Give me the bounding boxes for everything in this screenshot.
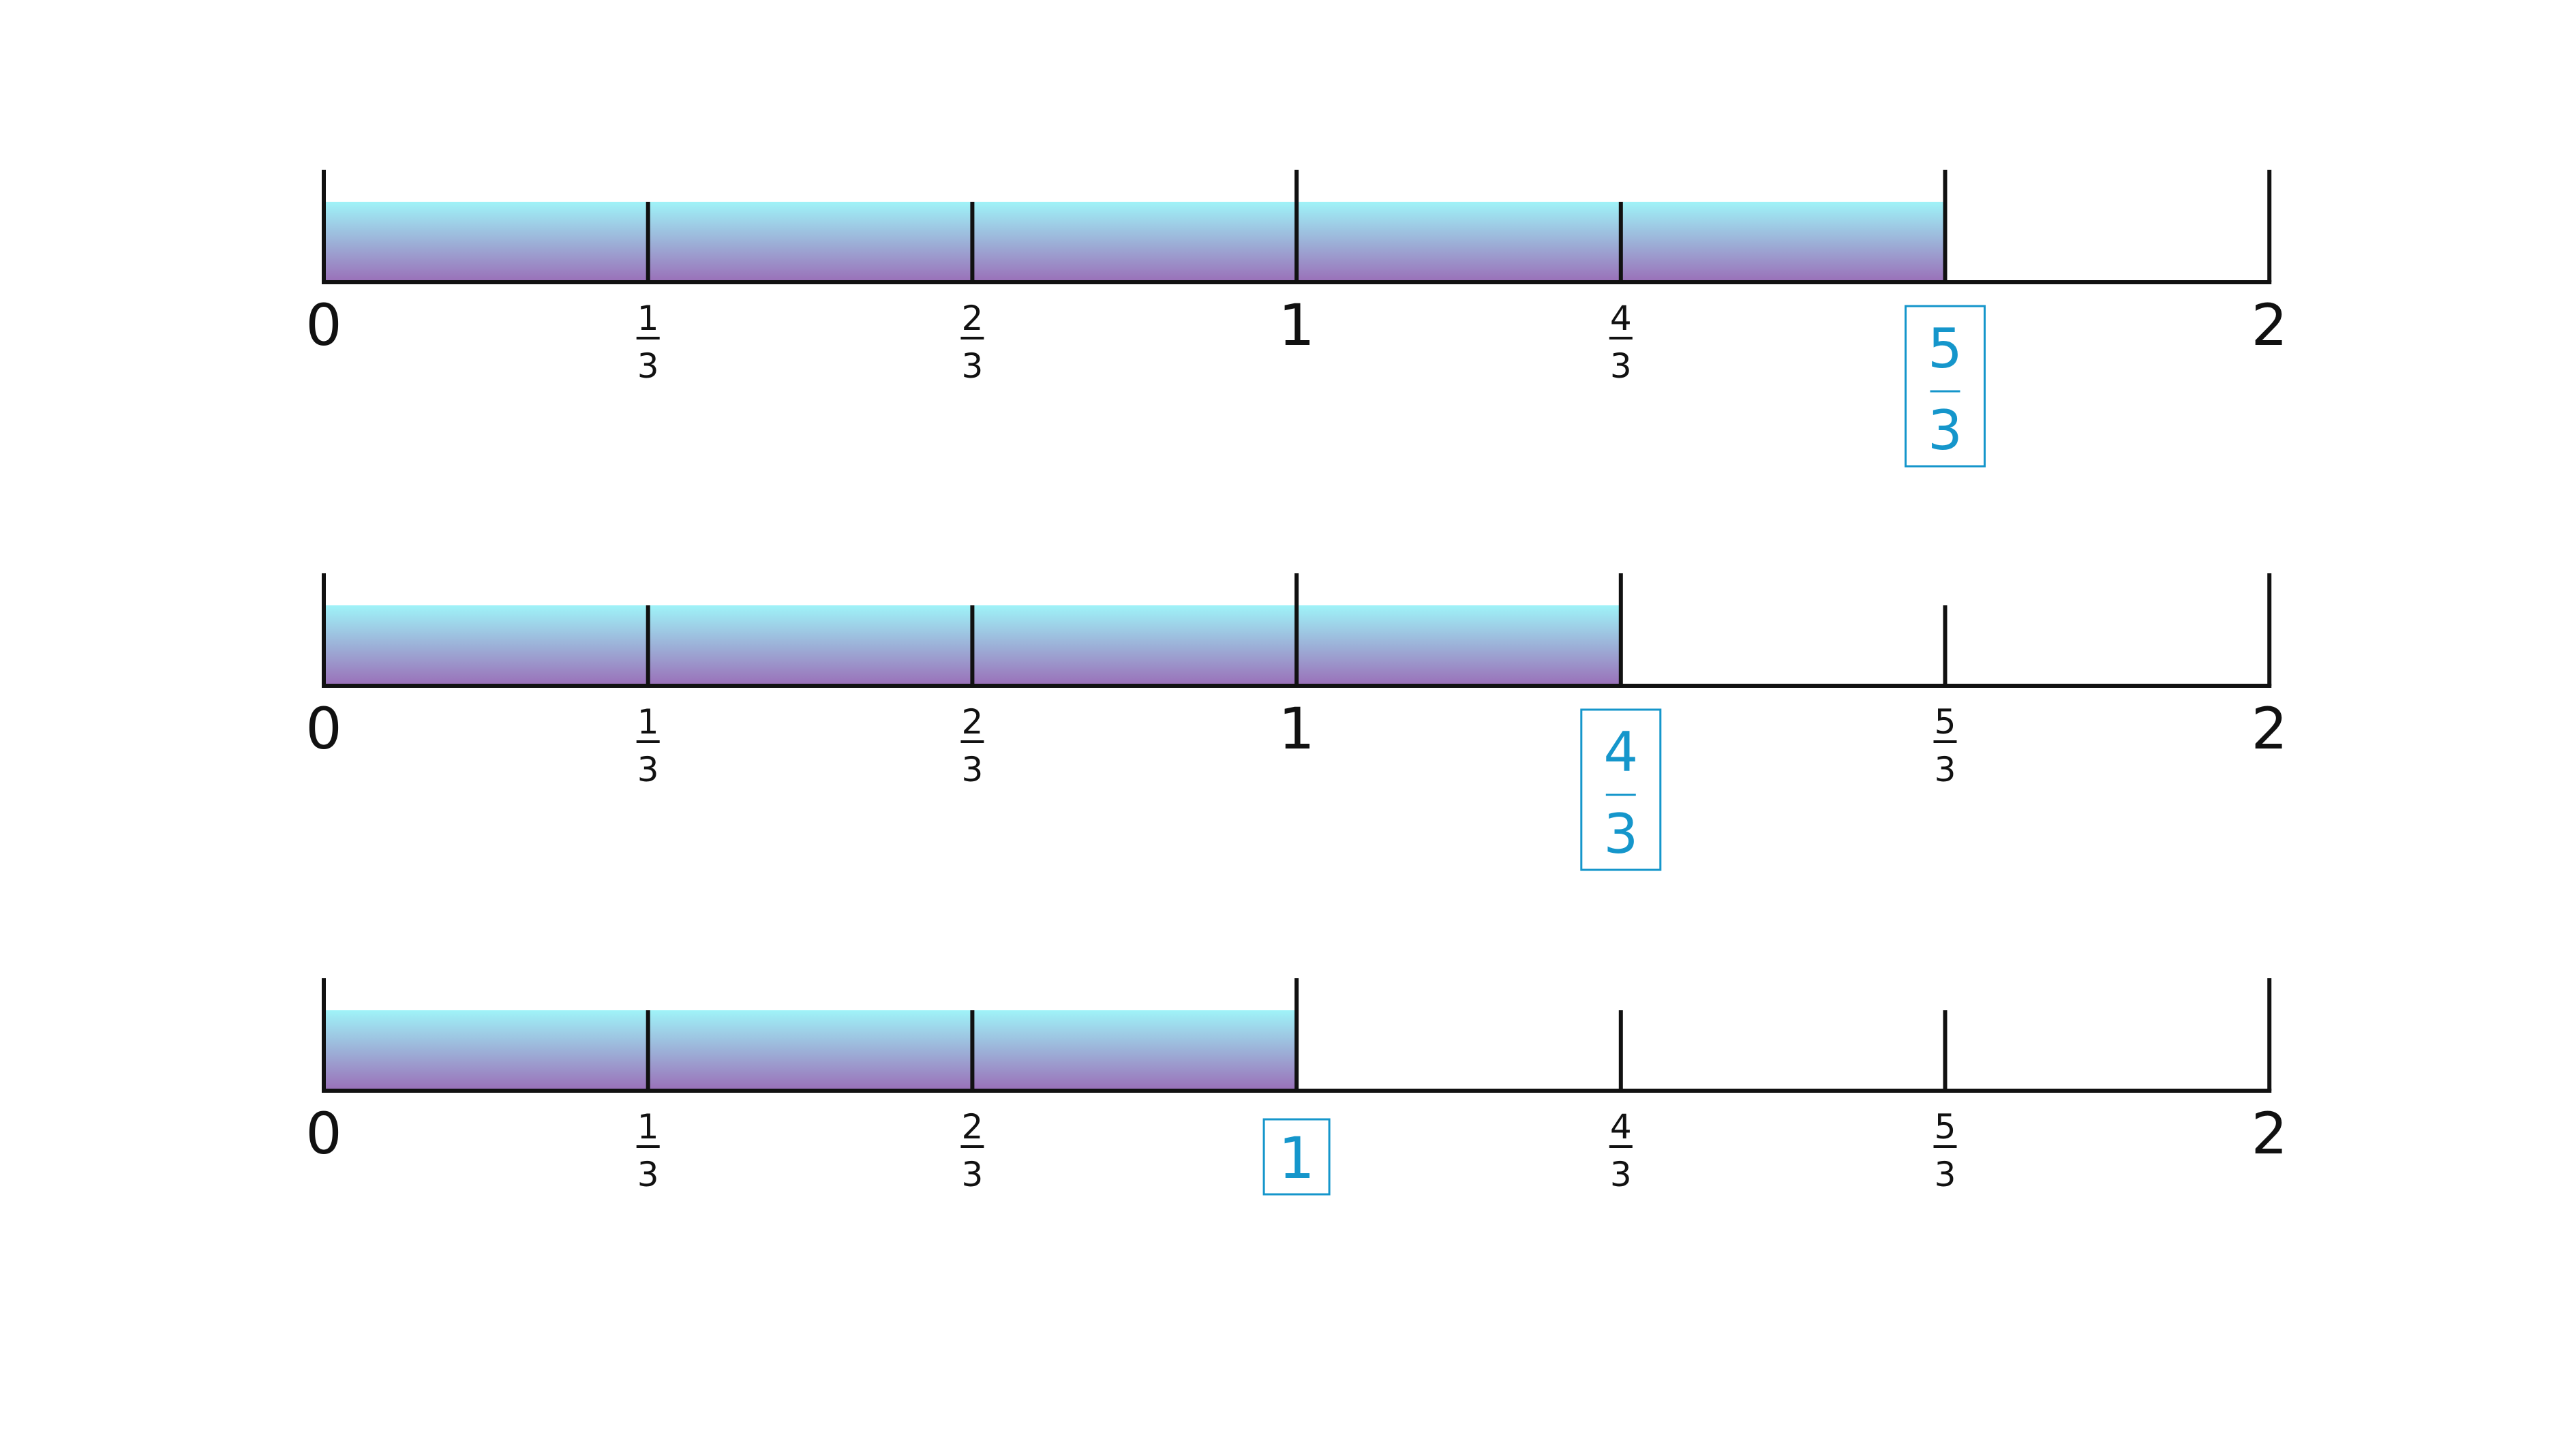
fraction-numerator: 4 <box>1603 721 1638 784</box>
fraction-numerator: 1 <box>637 1107 659 1147</box>
tick-label: 53 <box>1933 1107 1957 1194</box>
tick-label: 0 <box>305 695 342 762</box>
fraction-numerator: 2 <box>961 702 983 742</box>
tick-label: 2 <box>2251 292 2287 359</box>
fraction-denominator: 3 <box>1610 1155 1632 1194</box>
fraction-denominator: 3 <box>961 346 983 386</box>
fraction-denominator: 3 <box>1935 750 1956 789</box>
tick-label: 2 <box>2251 695 2287 762</box>
highlighted-tick-label: 53 <box>1905 305 1986 468</box>
tick-value: 2 <box>2251 292 2287 359</box>
highlight-box <box>1905 305 1986 468</box>
tick-label: 1 <box>1278 292 1314 359</box>
fraction-denominator: 3 <box>1610 346 1632 386</box>
fraction-numerator: 1 <box>637 702 659 742</box>
tick-label: 2 <box>2251 1100 2287 1167</box>
tick-label: 23 <box>960 702 984 789</box>
fraction-denominator: 3 <box>1928 399 1963 462</box>
tick-label: 23 <box>960 1107 984 1194</box>
shaded-bar <box>324 202 1945 282</box>
fraction-numerator: 4 <box>1610 1107 1632 1147</box>
fraction-numerator: 5 <box>1928 317 1963 380</box>
tick-value: 1 <box>1278 695 1314 762</box>
tick-value: 0 <box>305 1100 342 1167</box>
tick-value: 0 <box>305 292 342 359</box>
tick-label: 43 <box>1609 1107 1633 1194</box>
fraction-numerator: 4 <box>1610 299 1632 338</box>
tick-value: 1 <box>1278 292 1314 359</box>
fraction-numerator: 5 <box>1935 702 1956 742</box>
fraction-numerator: 5 <box>1935 1107 1956 1147</box>
fraction-numerator: 2 <box>961 299 983 338</box>
tick-label: 53 <box>1933 702 1957 789</box>
fraction-denominator: 3 <box>961 1155 983 1194</box>
highlight-box <box>1262 1118 1331 1196</box>
tick-value: 0 <box>305 695 342 762</box>
fraction-denominator: 3 <box>961 750 983 789</box>
tick-value: 1 <box>1278 1125 1314 1192</box>
fraction-numerator: 2 <box>961 1107 983 1147</box>
tick-value: 2 <box>2251 695 2287 762</box>
tick-label: 43 <box>1609 299 1633 386</box>
fraction-denominator: 3 <box>637 750 659 789</box>
tick-label: 0 <box>305 1100 342 1167</box>
tick-label: 13 <box>636 1107 660 1194</box>
tick-label: 23 <box>960 299 984 386</box>
tick-label: 13 <box>636 299 660 386</box>
shaded-bar <box>324 1010 1297 1091</box>
highlighted-tick-label: 43 <box>1580 708 1662 871</box>
highlighted-tick-label: 1 <box>1262 1118 1331 1196</box>
fraction-denominator: 3 <box>637 346 659 386</box>
tick-label: 0 <box>305 292 342 359</box>
fraction-numerator: 1 <box>637 299 659 338</box>
fraction-denominator: 3 <box>1935 1155 1956 1194</box>
highlight-box <box>1580 708 1662 871</box>
fraction-denominator: 3 <box>1603 802 1638 866</box>
tick-value: 2 <box>2251 1100 2287 1167</box>
tick-label: 1 <box>1278 695 1314 762</box>
fraction-denominator: 3 <box>637 1155 659 1194</box>
tick-label: 13 <box>636 702 660 789</box>
